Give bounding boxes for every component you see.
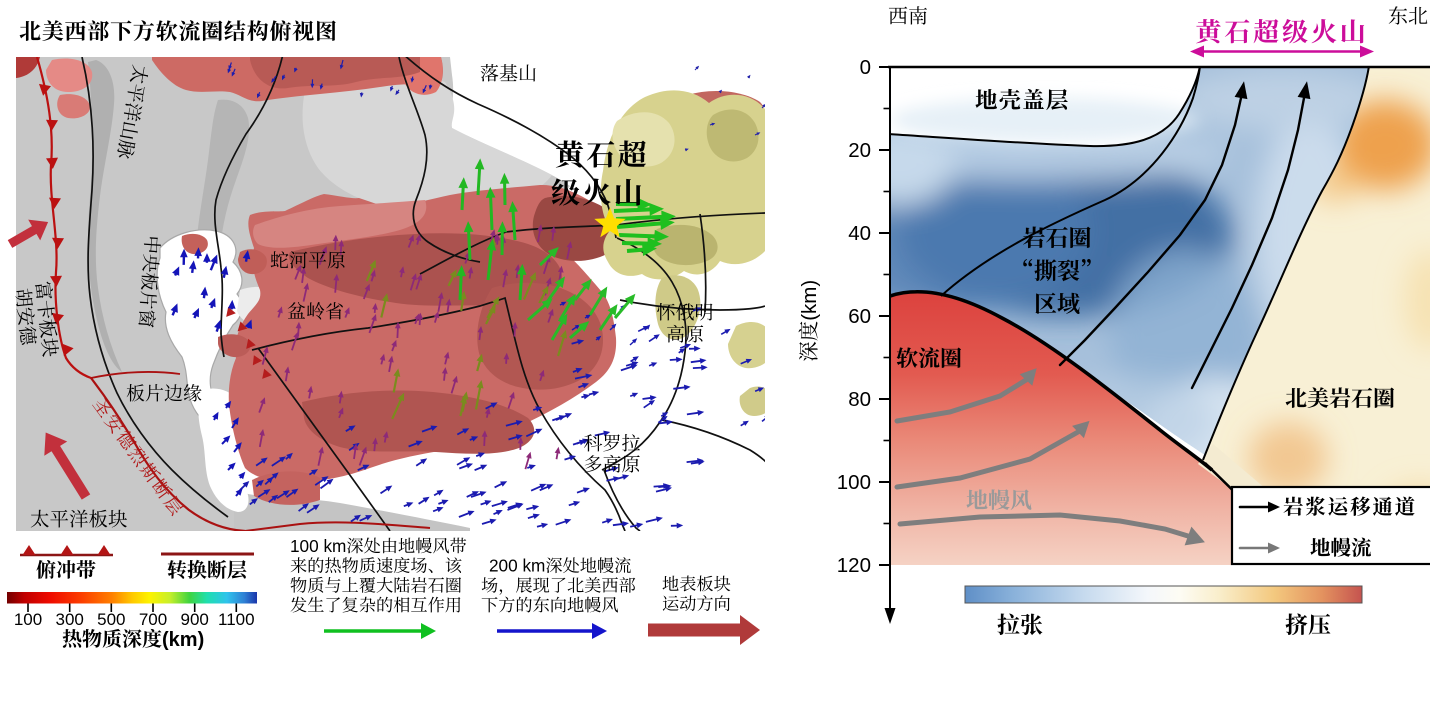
svg-text:700: 700 — [139, 610, 167, 629]
svg-text:100: 100 — [837, 471, 871, 494]
svg-text:40: 40 — [848, 222, 871, 245]
svg-text:100 km: 100 km — [290, 536, 346, 556]
svg-text:120: 120 — [837, 554, 871, 577]
svg-text:20: 20 — [848, 139, 871, 162]
svg-text:(km): (km) — [162, 629, 204, 651]
svg-text:(km): (km) — [798, 280, 821, 321]
svg-text:1100: 1100 — [218, 610, 255, 629]
svg-text:100: 100 — [14, 610, 42, 629]
svg-text:0: 0 — [860, 56, 871, 79]
svg-text:60: 60 — [848, 305, 871, 328]
svg-text:900: 900 — [181, 610, 209, 629]
svg-text:300: 300 — [56, 610, 84, 629]
svg-text:200 km: 200 km — [489, 556, 545, 576]
svg-text:80: 80 — [848, 388, 871, 411]
svg-text:500: 500 — [97, 610, 125, 629]
